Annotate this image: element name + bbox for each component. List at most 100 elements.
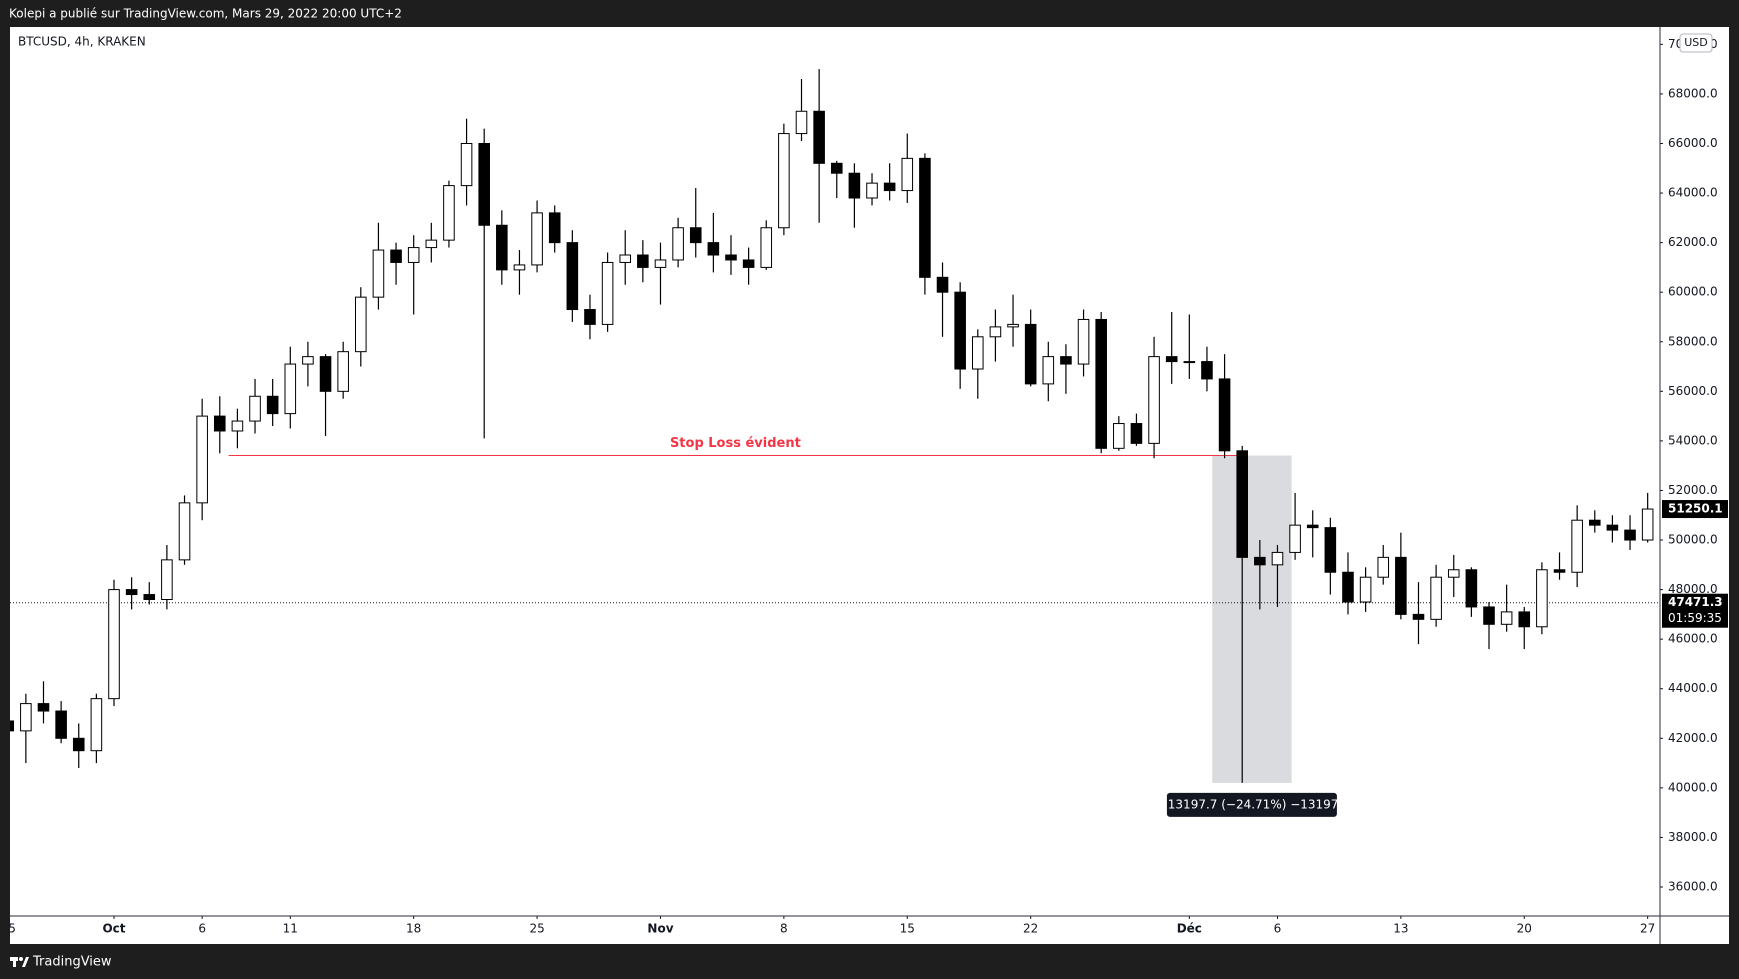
candle-body <box>1289 524 1301 553</box>
symbol-label: BTCUSD, 4h, KRAKEN <box>18 35 146 49</box>
y-tick-label: 40000.0 <box>1668 780 1718 794</box>
candle-body <box>37 703 50 712</box>
candle-body <box>795 110 808 135</box>
candle-body <box>778 133 790 229</box>
candle-body <box>883 182 896 192</box>
candle-body <box>584 309 596 325</box>
candle-body <box>1201 361 1213 380</box>
last-price-box <box>1662 500 1728 519</box>
candle-body <box>1553 569 1566 573</box>
candle-body <box>108 589 120 700</box>
candle-body <box>1130 423 1143 444</box>
y-tick-label: 68000.0 <box>1668 86 1718 100</box>
candle-body <box>901 157 914 192</box>
candle-body <box>478 142 490 226</box>
candle-body <box>284 363 297 415</box>
candle-body <box>460 142 473 187</box>
x-tick-label: 20 <box>1517 922 1532 936</box>
x-tick-label: 6 <box>1274 922 1282 936</box>
candle-body <box>830 162 843 174</box>
measure-label-box <box>1166 792 1337 817</box>
candle-body <box>954 291 966 370</box>
candle-body <box>1430 576 1442 620</box>
candle-body <box>972 336 984 370</box>
chart-panel <box>10 27 1729 944</box>
candle-body <box>1571 519 1583 573</box>
countdown-label: 01:59:35 <box>1668 611 1722 625</box>
candle-body <box>1165 356 1178 363</box>
candle-body <box>161 559 173 601</box>
last-price-label: 51250.1 <box>1668 502 1723 516</box>
candle-body <box>1395 556 1407 615</box>
x-tick-label: 11 <box>283 922 298 936</box>
candle-body <box>1183 361 1196 364</box>
x-tick-label: 22 <box>1023 922 1038 936</box>
candle-body <box>1077 318 1090 365</box>
candle-body <box>1060 356 1072 365</box>
candle-body <box>513 264 526 271</box>
x-tick-label: 18 <box>406 922 421 936</box>
candle-body <box>1254 556 1266 566</box>
y-tick-label: 64000.0 <box>1668 186 1718 200</box>
candle-body <box>936 276 949 293</box>
measure-label: −13197.7 (−24.71%) −131977 <box>1158 797 1346 811</box>
candle-body <box>125 589 138 596</box>
candle-body <box>1465 569 1478 608</box>
candle-body <box>531 212 543 266</box>
candle-body <box>619 254 632 263</box>
candle-body <box>1271 551 1284 566</box>
y-tick-label: 36000.0 <box>1668 880 1718 894</box>
candle-body <box>319 356 332 392</box>
currency-badge <box>1679 33 1713 53</box>
candle-body <box>1588 519 1601 526</box>
measure-range <box>1212 455 1292 783</box>
candle-body <box>1447 569 1460 578</box>
candle-body <box>725 254 737 261</box>
candle-body <box>337 351 349 392</box>
candle-body <box>637 254 649 268</box>
currency-label: USD <box>1684 36 1708 49</box>
candle-body <box>919 157 931 278</box>
candle-body <box>1324 527 1337 573</box>
candle-body <box>1007 323 1019 328</box>
x-tick-label: 15 <box>900 922 915 936</box>
candle-body <box>566 242 579 311</box>
y-tick-label: 60000.0 <box>1668 285 1718 299</box>
header-text: Kolepi a publié sur TradingView.com, Mar… <box>9 7 402 21</box>
candle-body <box>231 420 244 432</box>
candle-body <box>1342 571 1354 603</box>
footer-logo <box>10 957 29 967</box>
candle-body <box>1148 356 1160 444</box>
candle-body <box>654 259 667 268</box>
candle-body <box>813 110 825 164</box>
stop-loss-label: Stop Loss évident <box>670 436 801 451</box>
candle-body <box>707 242 720 256</box>
x-tick-label: Nov <box>647 922 673 936</box>
current-price-label: 47471.3 <box>1668 595 1723 609</box>
y-tick-label: 48000.0 <box>1668 582 1718 596</box>
candle-body <box>1518 611 1531 628</box>
candle-body <box>196 415 208 504</box>
y-tick-label: 50000.0 <box>1668 533 1718 547</box>
candle-body <box>1095 318 1107 449</box>
candle-body <box>178 502 191 561</box>
candle-body <box>90 698 103 752</box>
price-axis: 36000.0 38000.0 40000.0 42000.0 44000.0 46000… <box>1660 33 1728 894</box>
candle-body <box>372 249 385 298</box>
candle-body <box>1306 524 1319 529</box>
y-tick-label: 66000.0 <box>1668 136 1718 150</box>
candle-body <box>390 249 402 263</box>
candle-body <box>989 326 1002 338</box>
candle-body <box>1236 450 1249 558</box>
candle-body <box>760 227 773 268</box>
current-price-box <box>1662 593 1728 628</box>
candle-body <box>672 227 684 261</box>
candle-body <box>1483 606 1495 625</box>
candle-body <box>1606 524 1619 531</box>
time-axis: 25 Oct 6 11 18 25 Nov 8 15 22 Déc 6 13 20 27 <box>10 916 1655 936</box>
candle-body <box>72 737 85 752</box>
candle-body <box>20 703 32 732</box>
candle-body <box>10 720 15 732</box>
candle-body <box>1024 323 1037 385</box>
x-tick-label: 25 <box>529 922 544 936</box>
